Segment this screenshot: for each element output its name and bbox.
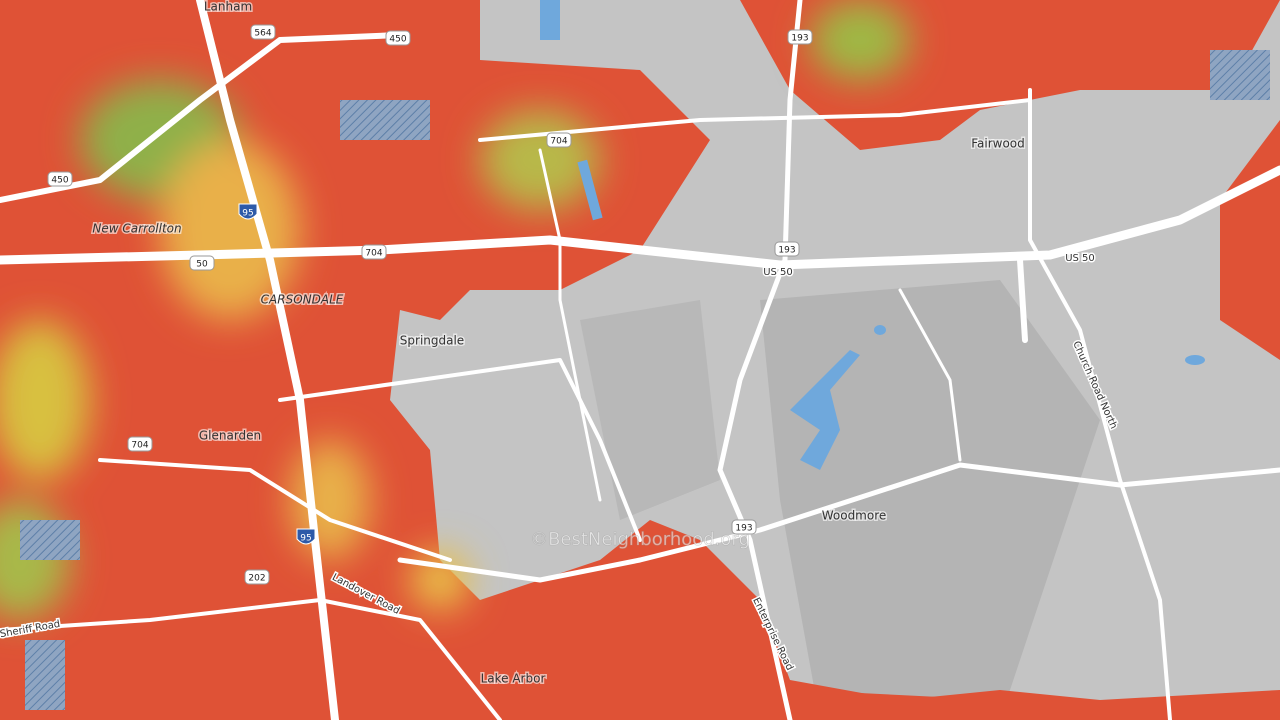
route-shield	[127, 436, 153, 452]
shield-number: 450	[389, 35, 406, 45]
road-label: US 50	[1065, 253, 1095, 264]
route-shield	[47, 171, 73, 187]
place-label: Lake Arbor	[481, 672, 546, 686]
interstate-shield	[296, 528, 316, 545]
shield-number: 704	[365, 249, 382, 259]
shield-number: 450	[51, 176, 68, 186]
route-shield	[731, 519, 757, 535]
route-shield	[774, 241, 800, 257]
place-label: Glenarden	[199, 429, 261, 443]
water	[540, 0, 1205, 470]
route-shield	[787, 29, 813, 45]
route-shield	[244, 569, 270, 585]
watermark: ©BestNeighborhood.org	[530, 529, 750, 550]
place-label: Lanham	[204, 0, 252, 14]
place-label: New Carrollton	[92, 222, 181, 236]
route-shield	[189, 255, 215, 271]
shield-number: 95	[242, 209, 253, 219]
place-label: CARSONDALE	[261, 293, 344, 307]
route-shield	[546, 132, 572, 148]
shield-number: 704	[131, 441, 148, 451]
shield-number: 193	[735, 524, 752, 534]
place-label: Fairwood	[971, 137, 1025, 151]
shield-number: 95	[300, 534, 311, 544]
shield-number: 202	[248, 574, 265, 584]
shield-number: 564	[254, 29, 271, 39]
interstate-shield	[238, 203, 258, 220]
place-label: Springdale	[400, 334, 464, 348]
place-label: Woodmore	[822, 509, 887, 523]
route-shield	[385, 30, 411, 46]
shield-number: 193	[791, 34, 808, 44]
route-shield	[361, 244, 387, 260]
route-shield	[250, 24, 276, 40]
shield-number: 704	[550, 137, 567, 147]
shield-number: 50	[196, 260, 208, 270]
crime-heat-warm	[0, 0, 910, 620]
shield-number: 193	[778, 246, 795, 256]
parks	[20, 50, 1270, 710]
road-label: US 50	[763, 267, 793, 278]
labels: Lanham Fairwood New Carrollton CARSONDALE Sp…	[0, 0, 1120, 687]
